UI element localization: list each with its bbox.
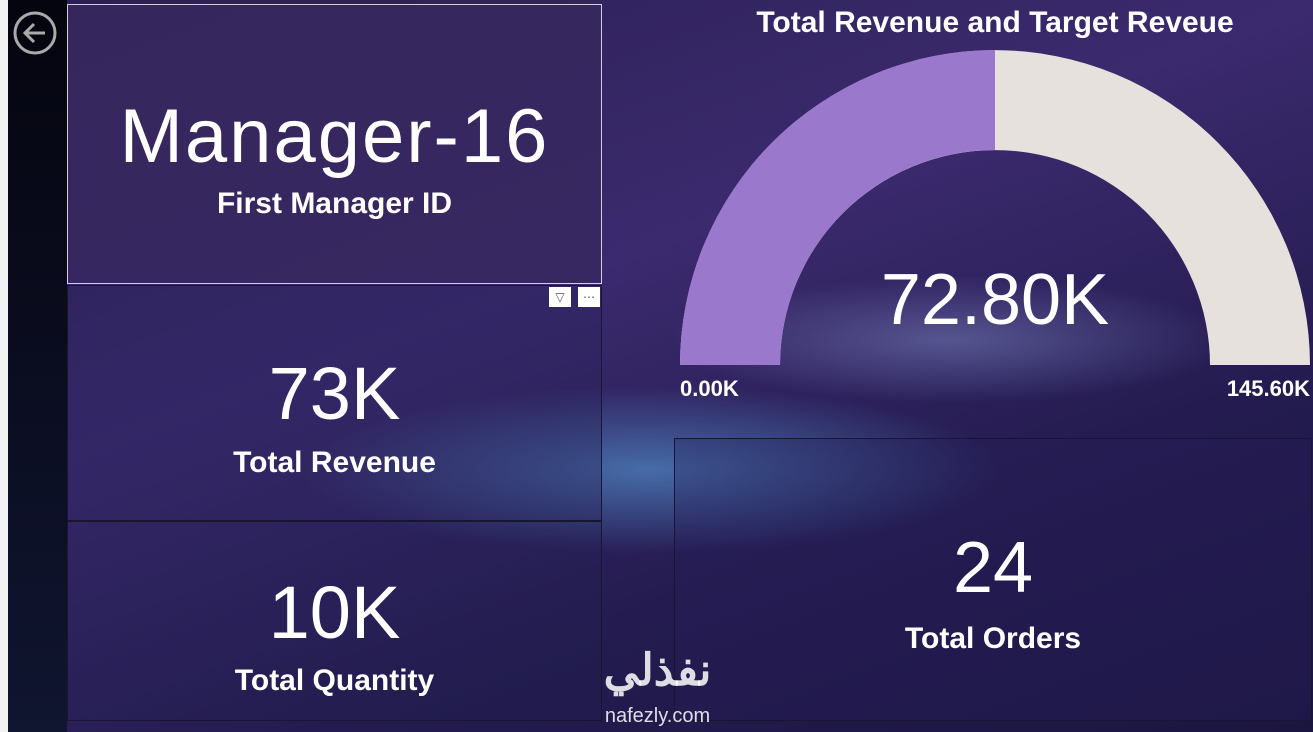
card-label: Total Revenue [233,446,436,479]
edge [0,0,8,732]
card-label: Total Orders [904,622,1082,655]
watermark-arabic: نفذلي [603,646,712,695]
chart-title: Total Revenue and Target Reveue [756,6,1233,39]
quantity-card: 10K Total Quantity [67,521,602,721]
card-label: Total Quantity [234,664,435,697]
revenue-card: 73K Total Revenue [67,285,602,521]
card-value: 73K [268,352,401,435]
card-label: First Manager ID [216,187,453,220]
card-value: 10K [268,571,401,654]
card-value: 24 [952,528,1034,608]
gauge-tick-label: 0.00K [680,376,739,401]
gauge-fill [680,50,995,365]
manager-card: Manager-16 First Manager ID [67,4,602,284]
filter-icon[interactable]: ▽ [549,287,571,307]
more-icon[interactable]: ⋯ [578,287,600,307]
side-panel [8,0,67,732]
back-button[interactable] [12,10,72,70]
watermark-site: nafezly.com [604,705,711,727]
orders-card: 24 Total Orders [674,438,1312,721]
gauge-tick-label: 145.60K [1227,376,1310,401]
gauge-value: 72.80K [881,260,1109,340]
card-value: Manager-16 [119,94,550,179]
